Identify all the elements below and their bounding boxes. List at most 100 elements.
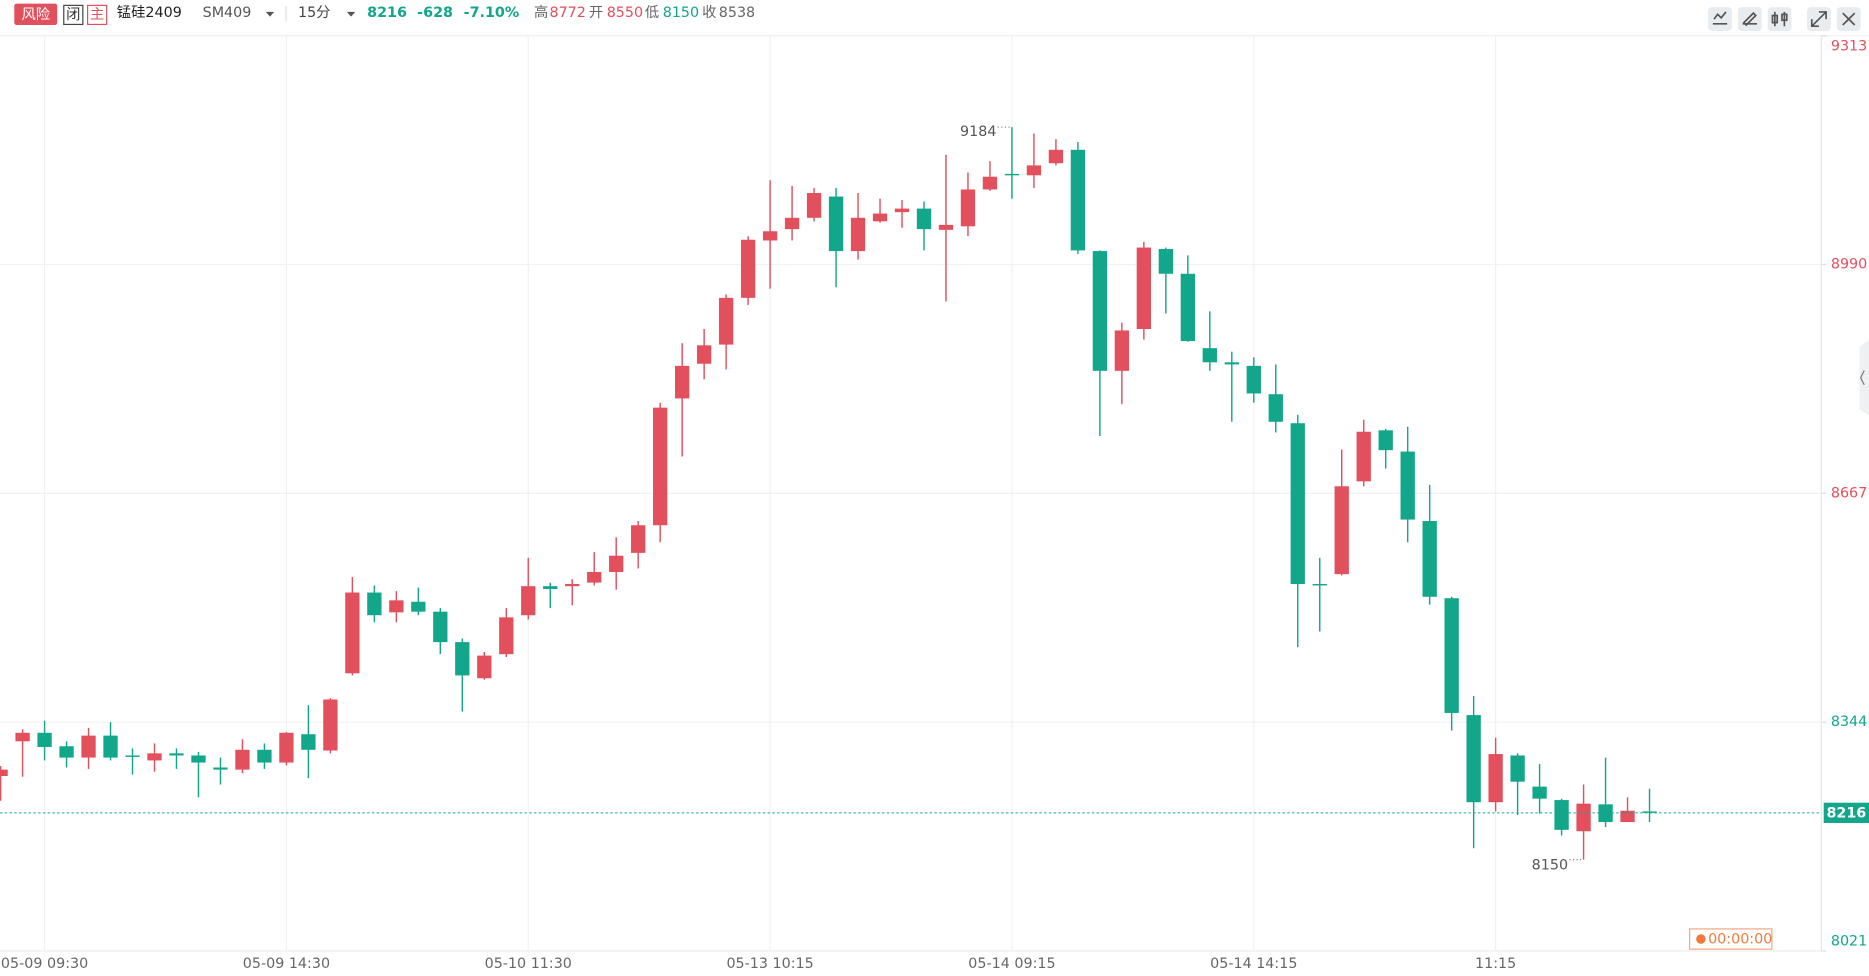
candle-body — [916, 208, 932, 230]
candle-body — [1356, 431, 1371, 482]
dropdown-caret[interactable] — [265, 11, 275, 17]
candle-body — [301, 734, 316, 750]
candle-body — [587, 571, 602, 583]
candle-body — [1070, 149, 1086, 251]
style-button[interactable] — [1767, 7, 1792, 31]
candle-body — [323, 699, 338, 751]
plot-area: 8021 8344 8667 8990 9313 05-09 09:30 05-09 14:… — [0, 35, 1869, 972]
candle-body — [1554, 800, 1569, 830]
candle-body — [938, 224, 954, 230]
candle-body — [1598, 804, 1613, 823]
toolbar-glyphs — [1712, 11, 1856, 28]
candle-body — [1532, 786, 1547, 799]
candle-body — [147, 753, 162, 761]
risk-badge[interactable] — [14, 3, 58, 26]
candle-body — [828, 196, 844, 252]
candle-body — [1004, 173, 1020, 176]
style-glyph — [1771, 11, 1788, 27]
candle-body — [1576, 803, 1591, 832]
x-tick-label: 05-09 14:30 — [243, 956, 330, 972]
countdown: 00:00:00 — [1708, 932, 1772, 948]
candle-body — [762, 231, 778, 241]
candle-body — [718, 297, 734, 345]
closed-badge-text: 闭 — [66, 6, 80, 23]
candle-body — [850, 217, 866, 252]
candle-body — [477, 655, 492, 679]
symbol-name[interactable]: 锰硅2409 — [117, 4, 182, 21]
period[interactable]: 15分 — [298, 4, 331, 21]
candle-body — [894, 208, 910, 213]
candle-body — [1202, 348, 1217, 363]
candle-body — [37, 732, 52, 747]
draw-button[interactable] — [1737, 7, 1762, 31]
x-tick-label: 05-09 09:30 — [1, 956, 88, 972]
price-change-pct: -7.10% — [464, 5, 520, 21]
candle-body — [1246, 365, 1261, 394]
symbol-code[interactable]: SM409 — [203, 5, 252, 21]
candle-body — [411, 601, 426, 612]
candle-body — [1510, 755, 1525, 782]
y-tick-label: 8344 — [1831, 714, 1867, 730]
side-panel-arrow — [1859, 370, 1865, 386]
candle-body — [565, 584, 580, 587]
candle-body — [169, 753, 184, 756]
last-price-box — [1823, 802, 1869, 823]
candle-body — [499, 617, 514, 655]
candle-body — [1422, 520, 1437, 597]
candle-body — [1290, 423, 1305, 585]
candle-body — [191, 755, 206, 763]
candle-body — [806, 193, 822, 218]
candle-body — [1378, 430, 1393, 451]
close-glyph — [1842, 12, 1856, 26]
clock-icon — [1696, 934, 1706, 944]
x-tick-label: 05-14 09:15 — [968, 956, 1055, 972]
candle-body — [675, 365, 690, 399]
candle-body — [543, 586, 558, 589]
risk-badge-text: 风险 — [21, 6, 50, 23]
y-tick-label: 8990 — [1831, 257, 1867, 273]
candle-body — [1642, 811, 1657, 813]
x-tick-label: 05-10 11:30 — [485, 956, 572, 972]
candle-body — [872, 213, 888, 222]
candle-body — [389, 600, 404, 613]
candle-body — [1268, 394, 1283, 422]
y-tick-label: 9313 — [1831, 38, 1867, 54]
candle-body — [1092, 251, 1108, 371]
candle-body — [213, 767, 228, 770]
x-tick-label: 11:15 — [1475, 956, 1516, 972]
candle-body — [0, 769, 8, 777]
dropdown-caret[interactable] — [346, 11, 356, 17]
indicator-button[interactable] — [1708, 7, 1732, 31]
candle-body — [1312, 584, 1327, 586]
main-badge[interactable] — [87, 4, 108, 26]
candle-body — [1136, 247, 1152, 330]
candle-body — [631, 525, 646, 553]
draw-glyph — [1742, 11, 1757, 27]
candle-body — [1048, 149, 1064, 164]
main-badge-text: 主 — [90, 6, 104, 23]
candle-body — [1400, 451, 1415, 520]
candle-body — [653, 407, 668, 526]
candle-body — [740, 239, 756, 298]
price-change: -628 — [417, 5, 453, 21]
countdown-box — [1689, 928, 1773, 950]
candle-body — [982, 176, 998, 190]
candle-body — [521, 586, 536, 616]
close-value: 8538 — [719, 5, 755, 21]
high-value: 8772 — [549, 5, 585, 21]
high-label: 高 — [534, 4, 548, 21]
candle-body — [784, 217, 800, 230]
closed-badge[interactable] — [63, 4, 84, 26]
candle-body — [609, 555, 624, 572]
candle-body — [1488, 754, 1503, 803]
candle-body — [1158, 248, 1173, 274]
open-label: 开 — [589, 5, 603, 21]
candle-body — [279, 732, 294, 763]
candle-body — [1180, 273, 1195, 342]
open-value: 8550 — [607, 5, 643, 21]
x-tick-label: 05-14 14:15 — [1210, 956, 1297, 972]
candle-body — [696, 345, 712, 364]
side-panel-tab[interactable] — [1859, 339, 1869, 416]
last-price: 8216 — [367, 5, 407, 21]
